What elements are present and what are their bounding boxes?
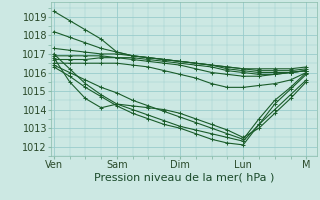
X-axis label: Pression niveau de la mer( hPa ): Pression niveau de la mer( hPa ) [94,173,274,183]
